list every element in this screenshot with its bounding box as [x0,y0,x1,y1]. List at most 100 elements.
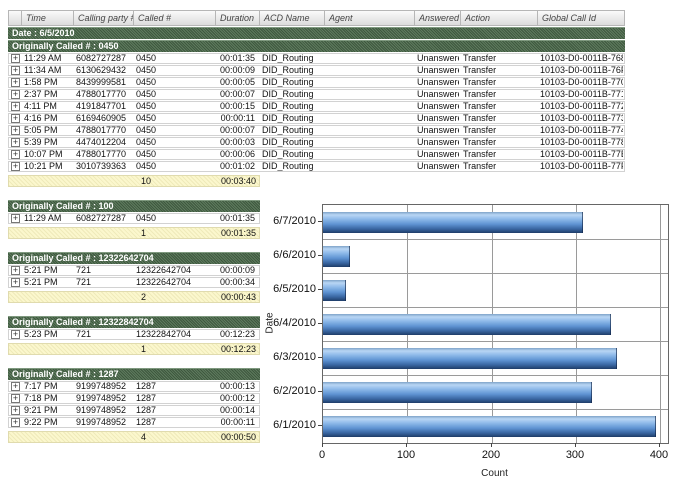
chart-y-axis-title: Date [264,312,276,334]
action-cell: Transfer [463,78,497,87]
action-cell: Transfer [463,150,497,159]
acd-name-cell: DID_Routing [262,66,314,75]
y-axis-tick [318,221,322,222]
gridline-horizontal [323,239,668,240]
table-row[interactable]: +1:58 PM 8439999581 0450 00:00:05 DID_Routin… [8,77,625,88]
duration-cell: 00:01:35 [219,214,255,223]
table-row[interactable]: +7:18 PM 9199748952 1287 00:00:12 [8,393,260,404]
column-header-time[interactable]: Time [22,10,74,26]
expand-icon[interactable]: + [11,277,20,287]
column-header-action[interactable]: Action [461,10,538,26]
table-row[interactable]: +10:07 PM 4788017770 0450 00:00:06 DID_Routi… [8,149,625,160]
called-number-cell: 12322642704 [136,266,192,275]
expand-icon[interactable]: + [11,265,20,275]
duration-cell: 00:00:15 [219,102,255,111]
calling-party-cell: 9199748952 [76,382,127,391]
expand-icon[interactable]: + [11,417,20,427]
expand-icon[interactable]: + [11,53,20,63]
column-header-duration[interactable]: Duration [216,10,260,26]
action-cell: Transfer [463,102,497,111]
table-row[interactable]: +5:23 PM 721 12322842704 00:12:23 [8,329,260,340]
expand-icon[interactable]: + [11,125,20,135]
y-axis-label: 6/6/2010 [273,249,316,261]
duration-cell: 00:00:11 [220,114,255,123]
calling-party-cell: 4191847701 [76,102,127,111]
column-header-global-call-id[interactable]: Global Call Id [538,10,625,26]
expand-icon[interactable]: + [11,77,20,87]
column-header-called-[interactable]: Called # [134,10,216,26]
duration-cell: 00:00:12 [219,394,255,403]
expand-icon[interactable]: + [11,161,20,171]
date-group-header: Date : 6/5/2010 [8,27,625,39]
bar-6-7-2010 [323,212,583,233]
expand-icon[interactable]: + [11,149,20,159]
summary-duration: 00:00:43 [220,292,256,302]
expand-icon[interactable]: + [11,89,20,99]
answered-cell: Unanswered [417,162,459,171]
expand-icon[interactable]: + [11,65,20,75]
summary-count: 2 [140,292,146,302]
table-row[interactable]: +9:22 PM 9199748952 1287 00:00:11 [8,417,260,428]
group-header: Originally Called # : 100 [8,200,260,212]
call-group: Originally Called # : 100 +11:29 AM 608272… [8,200,628,239]
table-row[interactable]: +5:21 PM 721 12322642704 00:00:09 [8,265,260,276]
called-number-cell: 1287 [136,406,157,415]
bar-6-6-2010 [323,246,350,267]
table-row[interactable]: +11:29 AM 6082727287 0450 00:01:35 [8,213,260,224]
column-header-agent[interactable]: Agent [325,10,415,26]
expand-icon[interactable]: + [11,405,20,415]
y-axis-label: 6/4/2010 [273,317,316,329]
duration-cell: 00:00:34 [219,278,255,287]
summary-count: 10 [140,176,151,186]
y-axis-tick [318,425,322,426]
duration-cell: 00:01:02 [219,162,255,171]
called-number-cell: 0450 [136,138,157,147]
table-row[interactable]: +5:21 PM 721 12322642704 00:00:34 [8,277,260,288]
table-row[interactable]: +2:37 PM 4788017770 0450 00:00:07 DID_Routin… [8,89,625,100]
global-call-id-cell: 10103-D0-0011B-778 [540,138,623,147]
table-row[interactable]: +7:17 PM 9199748952 1287 00:00:13 [8,381,260,392]
action-cell: Transfer [463,138,497,147]
table-row[interactable]: +5:39 PM 4474012204 0450 00:00:03 DID_Routin… [8,137,625,148]
table-row[interactable]: +11:29 AM 6082727287 0450 00:01:35 DID_Routi… [8,53,625,64]
global-call-id-cell: 10103-D0-0011B-770 [540,78,623,87]
expand-icon[interactable]: + [11,101,20,111]
table-row[interactable]: +10:21 PM 3010739363 0450 00:01:02 DID_Routi… [8,161,625,172]
expand-icon[interactable]: + [11,213,20,223]
expand-icon[interactable]: + [11,113,20,123]
column-header-acd-name[interactable]: ACD Name [260,10,325,26]
answered-cell: Unanswered [417,138,459,147]
group-header: Originally Called # : 12322842704 [8,316,260,328]
summary-count: 1 [140,344,146,354]
y-axis-tick [318,357,322,358]
expand-icon[interactable]: + [11,381,20,391]
expand-icon[interactable]: + [11,393,20,403]
summary-count: 4 [140,432,146,442]
x-axis-tick-label: 300 [565,449,585,461]
calling-party-cell: 4788017770 [76,126,127,135]
column-header-expand[interactable] [8,10,22,26]
table-row[interactable]: +5:05 PM 4788017770 0450 00:00:07 DID_Routin… [8,125,625,136]
group-summary-row: 4 00:00:50 [8,431,260,443]
action-cell: Transfer [463,66,497,75]
acd-name-cell: DID_Routing [262,90,314,99]
column-header-answered[interactable]: Answered [415,10,461,26]
table-row[interactable]: +11:34 AM 6130629432 0450 00:00:09 DID_Routi… [8,65,625,76]
table-row[interactable]: +4:16 PM 6169460905 0450 00:00:11 DID_Routin… [8,113,625,124]
summary-duration: 00:03:40 [220,176,256,186]
bar-6-3-2010 [323,348,617,369]
called-number-cell: 0450 [136,214,157,223]
summary-duration: 00:00:50 [220,432,256,442]
y-axis-label: 6/2/2010 [273,385,316,397]
column-header-calling-party-[interactable]: Calling party # [74,10,134,26]
x-axis-tick-label: 0 [318,449,326,461]
expand-icon[interactable]: + [11,329,20,339]
time-cell: 10:07 PM [24,150,63,159]
y-axis-label: 6/1/2010 [273,419,316,431]
table-row[interactable]: +9:21 PM 9199748952 1287 00:00:14 [8,405,260,416]
summary-count: 1 [140,228,146,238]
action-cell: Transfer [463,114,497,123]
table-row[interactable]: +4:11 PM 4191847701 0450 00:00:15 DID_Routin… [8,101,625,112]
called-number-cell: 1287 [136,394,157,403]
expand-icon[interactable]: + [11,137,20,147]
